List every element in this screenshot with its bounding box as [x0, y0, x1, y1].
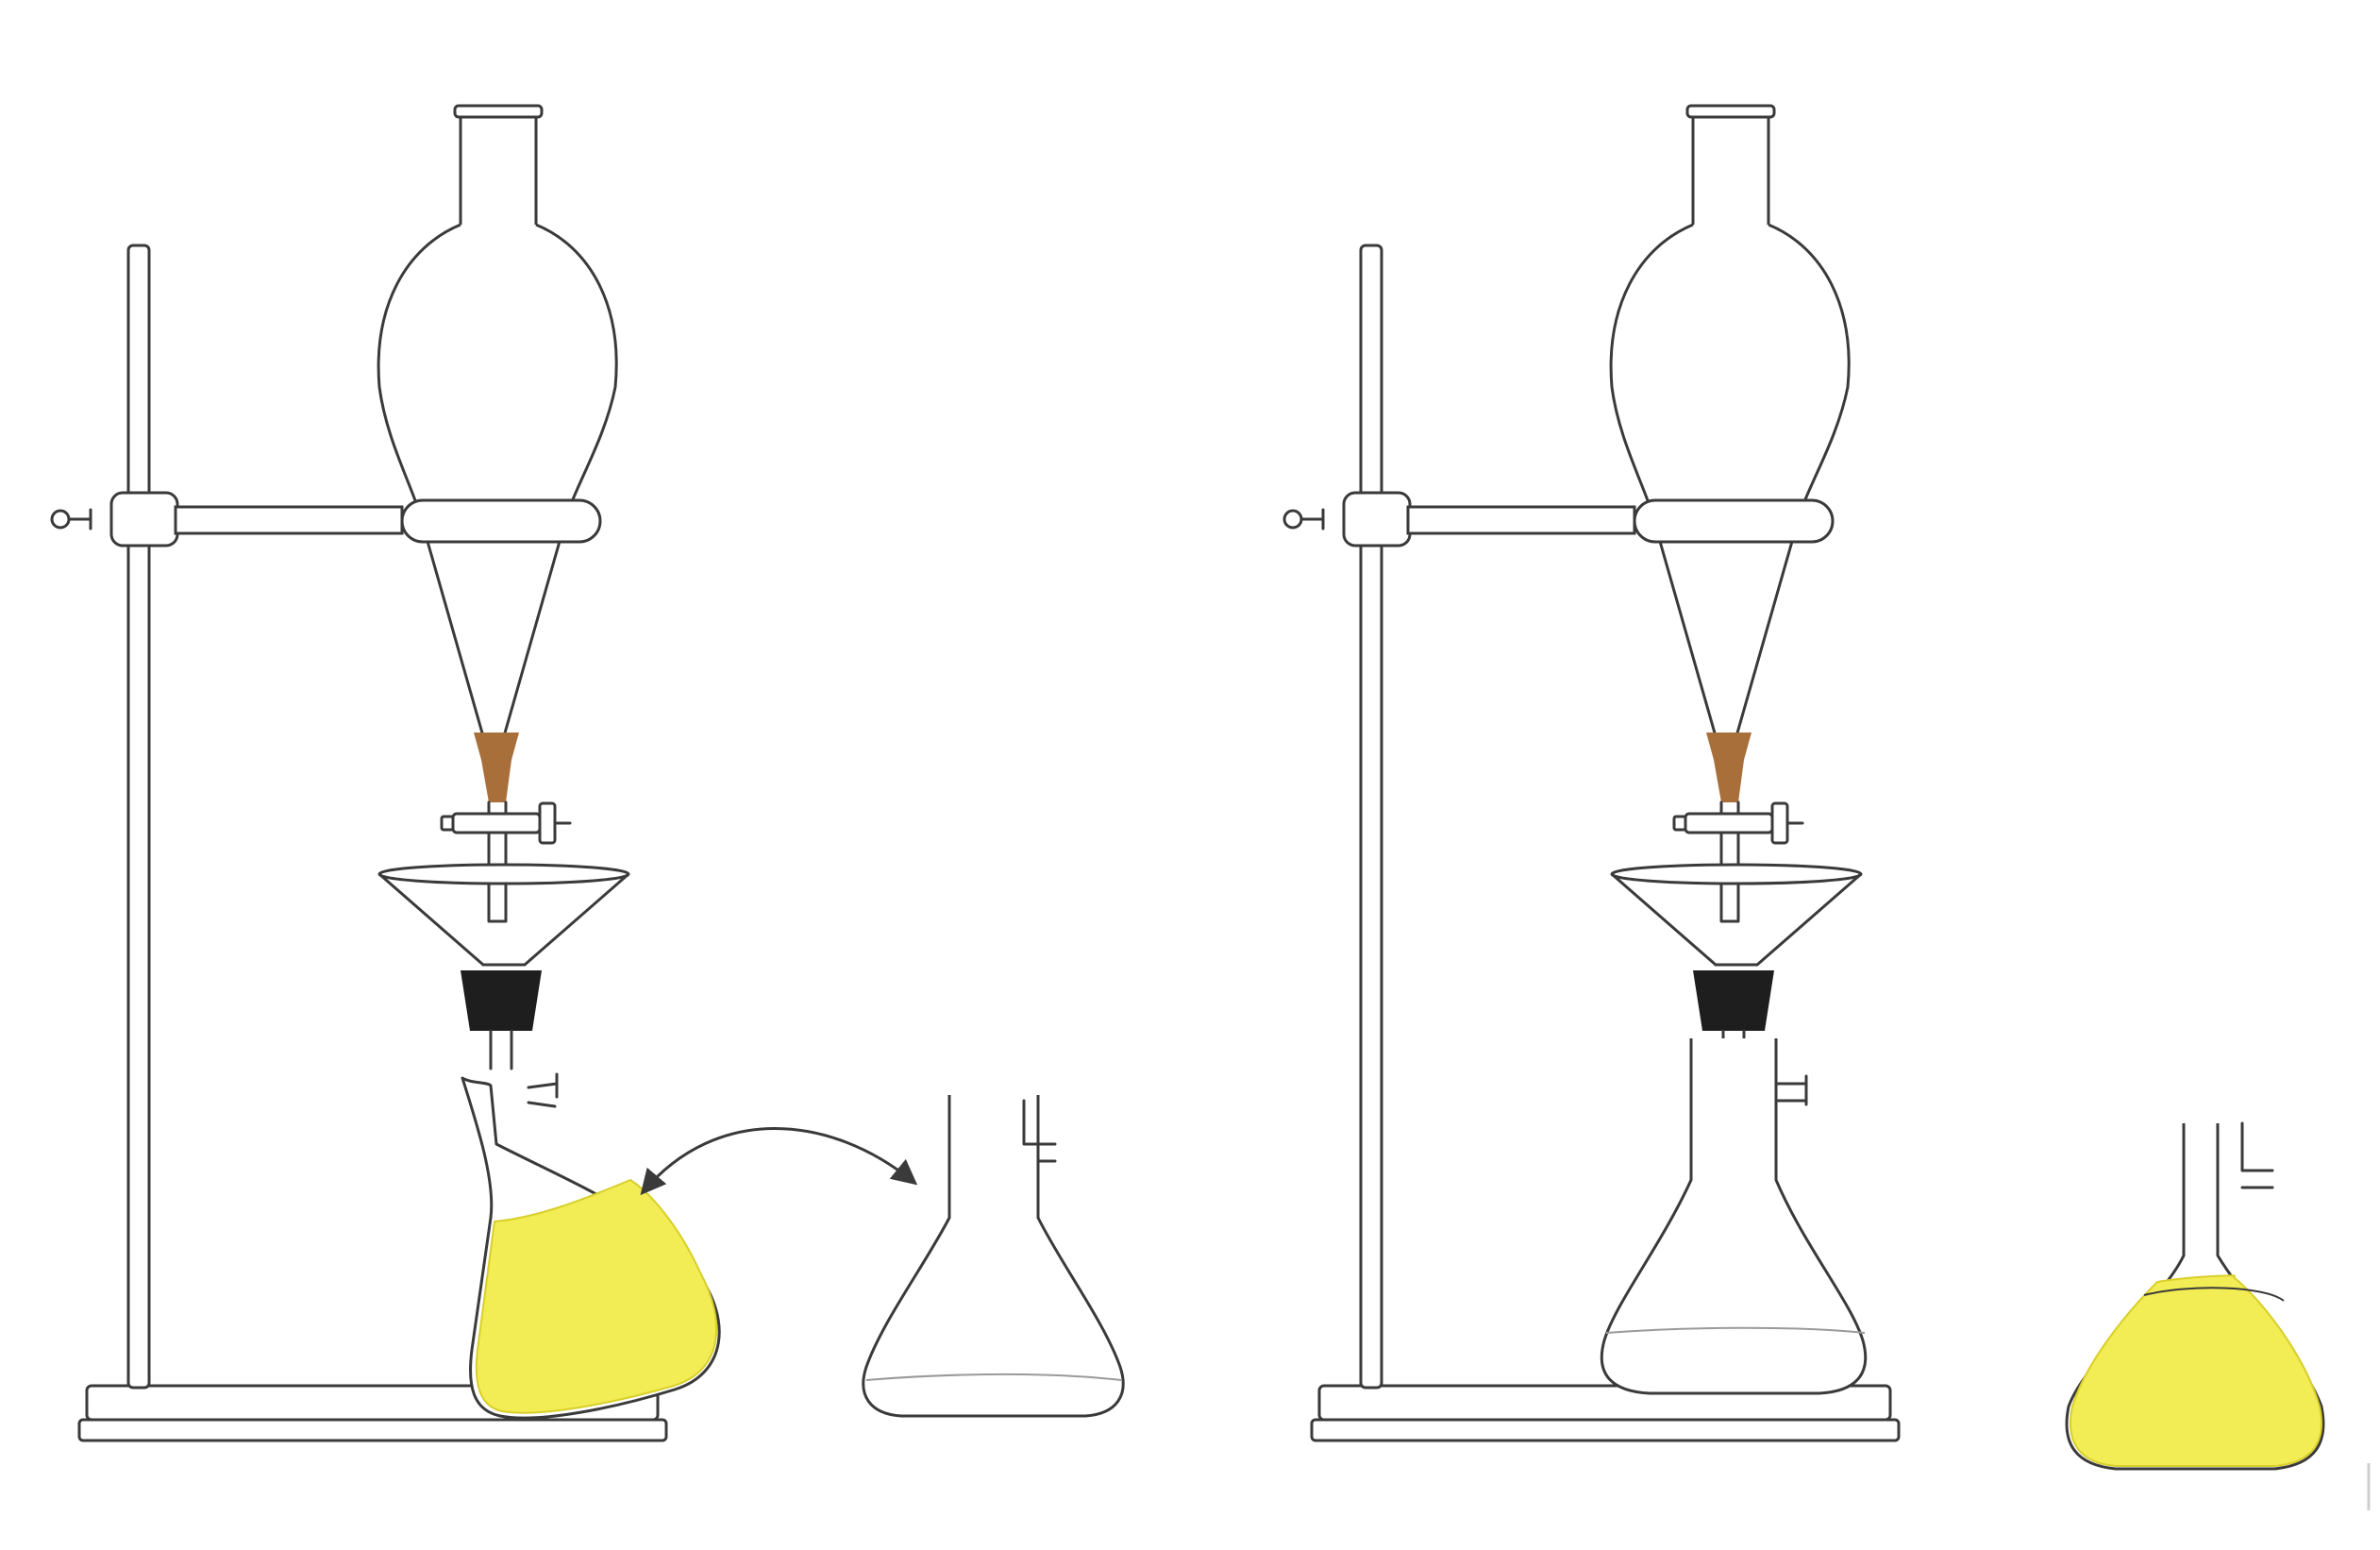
yellow-filtrate: [2070, 1274, 2322, 1467]
yellow-filtrate: [475, 1178, 718, 1414]
tilted-filter-flask: [461, 1072, 721, 1420]
scene-left: [50, 104, 1125, 1442]
upright-filter-flask-clear: [1600, 1038, 1868, 1395]
spare-filter-flask-yellow: [2065, 1121, 2325, 1471]
clear-liquid-line: [865, 1373, 1122, 1381]
clear-liquid-line: [1605, 1326, 1866, 1334]
scene-right: [1282, 104, 2371, 1510]
swap-arrow-icon: [640, 1127, 918, 1196]
spare-filter-flask-clear: [862, 1095, 1125, 1418]
